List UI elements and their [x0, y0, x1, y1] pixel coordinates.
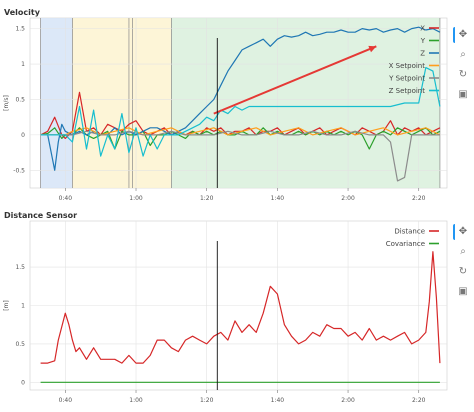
distance-toolbar: ✥ ⌕ ↻ ▣: [453, 224, 472, 304]
y-tick-label: -0.5: [13, 167, 25, 174]
y-tick-label: 0: [21, 132, 25, 139]
save-icon[interactable]: ▣: [458, 89, 468, 100]
pan-icon[interactable]: ✥: [453, 27, 471, 43]
series-line-x: [40, 91, 441, 139]
y-tick-label: 0: [21, 379, 25, 386]
chart-panel-1: 0 0.5 1 1.5 0:40 1:00 1:20 1:40 2:00 2:20 [m] Dista…: [3, 220, 448, 404]
x-tick-label: 1:40: [271, 397, 285, 404]
x-tick-label: 1:20: [200, 397, 214, 404]
x-tick-label: 2:00: [341, 195, 355, 202]
x-tick-label: 2:20: [412, 397, 426, 404]
x-tick-label: 1:00: [129, 397, 143, 404]
series-line-x-setpoint: [40, 127, 441, 136]
y-tick-label: 1.5: [15, 26, 25, 33]
velocity-toolbar: ✥ ⌕ ↻ ▣: [453, 27, 472, 107]
legend-label: Covariance: [386, 240, 425, 248]
legend-label: Z Setpoint: [389, 87, 426, 95]
y-tick-label: 0.5: [15, 341, 25, 348]
legend-label: Distance: [394, 228, 425, 236]
shaded-region: [171, 18, 440, 188]
series-line-y-setpoint: [40, 130, 440, 182]
annotation-arrowhead: [368, 45, 377, 53]
x-tick-label: 1:40: [271, 195, 285, 202]
annotation-arrow: [213, 45, 377, 115]
chart-panel-0: -0.5 0 0.5 1 1.5 0:40 1:00 1:20 1:40 2:00 2:20 [m/s…: [3, 17, 448, 202]
y-axis-label: [m]: [3, 300, 10, 311]
x-tick-label: 1:00: [129, 195, 143, 202]
x-tick-label: 0:40: [59, 397, 73, 404]
series-line-y: [40, 127, 441, 150]
shaded-region: [40, 18, 73, 188]
box-zoom-icon[interactable]: ⌕: [460, 49, 466, 60]
distance-chart-title: Distance Sensor: [4, 211, 78, 220]
legend: XYZ X Setpoint Y Setpoint Z Setpoint: [388, 25, 439, 95]
legend-label: Z: [420, 50, 425, 58]
x-tick-label: 2:00: [341, 397, 355, 404]
reset-icon[interactable]: ↻: [458, 266, 468, 277]
pan-icon[interactable]: ✥: [453, 224, 471, 240]
legend-label: X: [420, 25, 425, 33]
shaded-region: [128, 18, 172, 188]
save-icon[interactable]: ▣: [458, 286, 468, 297]
y-tick-label: 0.5: [15, 96, 25, 103]
y-axis-label: [m/s]: [3, 95, 10, 111]
x-tick-label: 2:20: [412, 195, 426, 202]
legend-label: X Setpoint: [389, 62, 426, 70]
legend-label: Y Setpoint: [388, 75, 425, 83]
legend-label: Y: [420, 37, 426, 45]
series-line-z-setpoint: [40, 66, 441, 157]
legend: Distance Covariance: [386, 228, 439, 248]
series-line-distance: [40, 251, 441, 364]
reset-icon[interactable]: ↻: [458, 69, 468, 80]
y-tick-label: 1: [21, 61, 25, 68]
y-tick-label: 1.5: [15, 264, 25, 271]
box-zoom-icon[interactable]: ⌕: [460, 246, 466, 257]
velocity-chart-title: Velocity: [4, 8, 40, 17]
x-tick-label: 1:20: [200, 195, 214, 202]
x-tick-label: 0:40: [59, 195, 73, 202]
y-tick-label: 1: [21, 303, 25, 310]
